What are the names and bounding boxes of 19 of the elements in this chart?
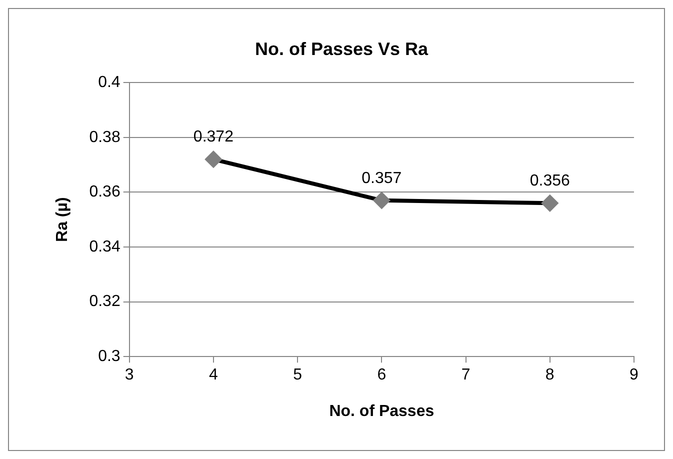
x-tick-label: 9 <box>630 366 639 384</box>
y-tick-label: 0.36 <box>89 184 120 201</box>
y-tick-label: 0.34 <box>89 238 120 256</box>
x-tick-label: 8 <box>545 366 554 384</box>
x-tick-label: 4 <box>208 366 218 384</box>
x-tick-label: 6 <box>377 366 386 384</box>
y-axis-title: Ra (µ) <box>54 197 72 242</box>
chart-title: No. of Passes Vs Ra <box>254 38 430 59</box>
y-tick-label: 0.4 <box>98 74 120 92</box>
data-label: 0.357 <box>362 170 402 187</box>
x-axis-title: No. of Passes <box>329 402 434 420</box>
x-tick-label: 3 <box>124 366 134 384</box>
y-tick-label: 0.3 <box>98 348 120 366</box>
x-tick-label: 7 <box>461 366 470 384</box>
data-label: 0.372 <box>193 128 234 146</box>
x-tick-label: 5 <box>293 366 302 384</box>
y-tick-label: 0.38 <box>89 128 120 146</box>
data-label: 0.356 <box>530 172 570 190</box>
y-tick-label: 0.32 <box>89 293 120 310</box>
